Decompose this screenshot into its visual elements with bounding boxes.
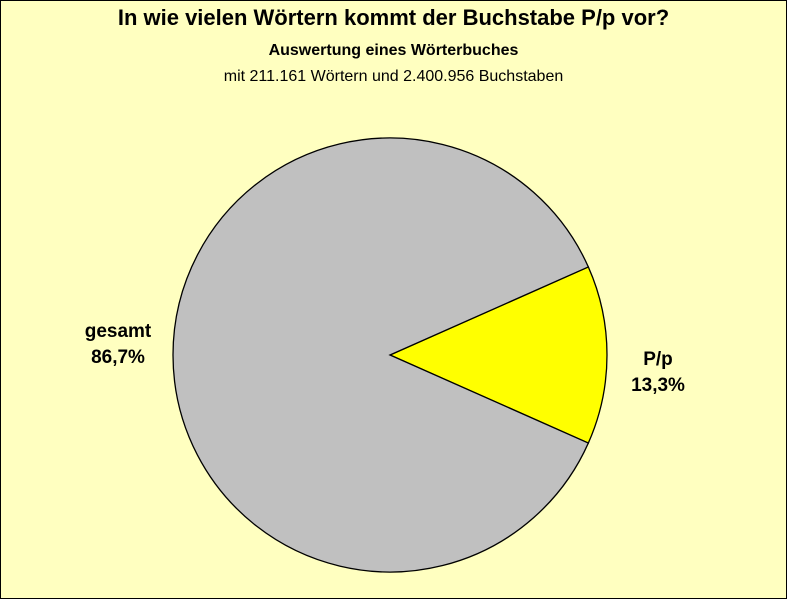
- slice-label: P/p: [643, 349, 673, 370]
- slice-value-label: 86,7%: [91, 347, 145, 368]
- chart-title: In wie vielen Wörtern kommt der Buchstab…: [117, 5, 670, 30]
- pie-slice-gesamt: [172, 137, 590, 573]
- chart-subtitle-detail: mit 211.161 Wörtern und 2.400.956 Buchst…: [223, 68, 564, 85]
- chart-subtitle: Auswertung eines Wörterbuches: [268, 42, 519, 59]
- slice-value-label: 13,3%: [631, 375, 685, 396]
- slice-label: gesamt: [85, 321, 152, 342]
- pie-slice-p-p: [388, 266, 608, 444]
